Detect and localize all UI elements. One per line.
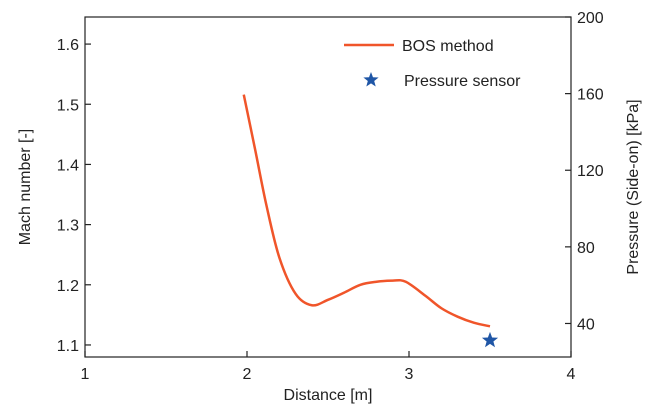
y-tick-label: 1.5 <box>57 97 79 114</box>
x-tick-label: 4 <box>567 366 576 383</box>
y-tick-label: 1.6 <box>57 37 79 54</box>
y-tick-label: 1.3 <box>57 218 79 235</box>
y2-tick-label: 200 <box>577 10 604 27</box>
y-tick-label: 1.1 <box>57 338 79 355</box>
y-axis-left: 1.1 1.2 1.3 1.4 1.5 1.6 <box>57 37 91 355</box>
series-layer <box>242 94 499 348</box>
y-tick-label: 1.4 <box>57 157 79 174</box>
y-axis-right: 40 80 120 160 200 <box>565 10 604 333</box>
y2-tick-label: 80 <box>577 240 595 257</box>
legend-label-bos-method: BOS method <box>402 38 494 55</box>
y-axis-left-title: Mach number [-] <box>17 129 34 245</box>
y-tick-label: 1.2 <box>57 278 79 295</box>
legend-swatch-pressure-sensor <box>363 72 379 87</box>
data-point-pressure-sensor <box>481 331 499 348</box>
x-axis: 1 2 3 4 <box>81 351 576 383</box>
y2-tick-label: 160 <box>577 87 604 104</box>
x-axis-title: Distance [m] <box>284 387 373 404</box>
legend: BOS method Pressure sensor <box>344 38 521 90</box>
y2-tick-label: 120 <box>577 163 604 180</box>
series-line-bos-method <box>242 94 491 328</box>
y2-tick-label: 40 <box>577 316 595 333</box>
x-tick-label: 2 <box>243 366 252 383</box>
plot-frame <box>84 16 572 358</box>
x-tick-label: 1 <box>81 366 90 383</box>
y-axis-right-title: Pressure (Side-on) [kPa] <box>625 99 642 274</box>
x-tick-label: 3 <box>405 366 414 383</box>
legend-label-pressure-sensor: Pressure sensor <box>404 73 521 90</box>
